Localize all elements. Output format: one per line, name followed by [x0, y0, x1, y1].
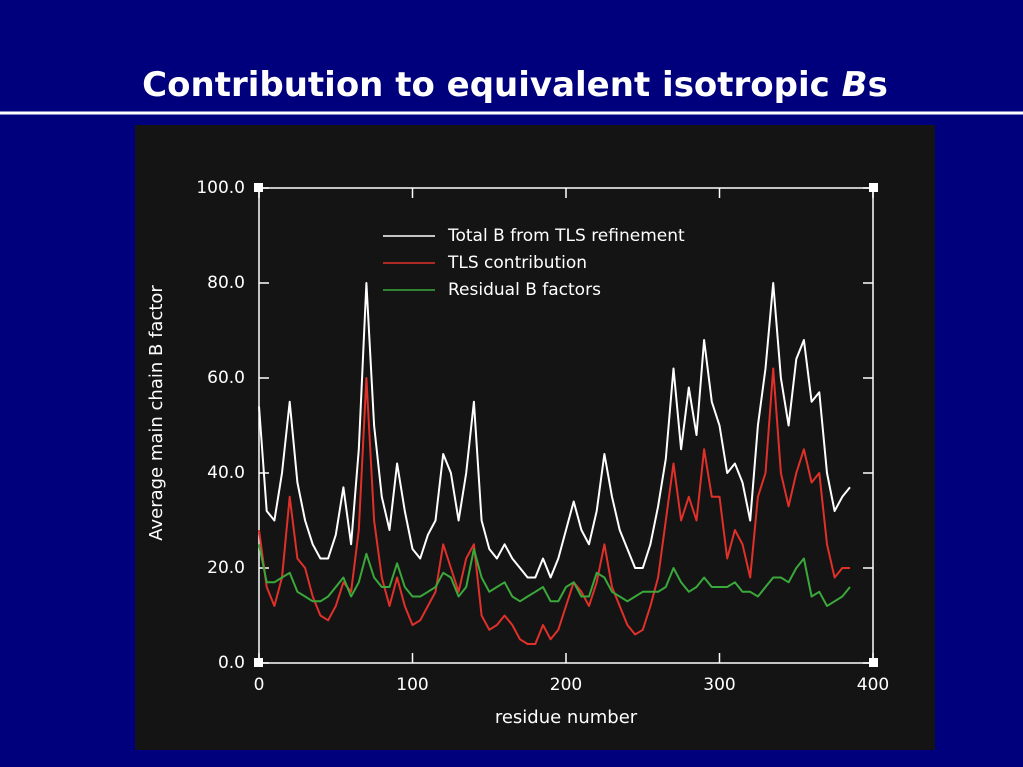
plot: 0 100 200 300 400 0.0 20.0 40.0 60.0 80.0 100.0 Tot… — [196, 178, 889, 695]
x-tick-label: 200 — [550, 675, 582, 695]
series-line — [258, 367, 850, 645]
series-line — [258, 282, 851, 579]
title-part: B — [842, 65, 868, 105]
x-tick-label: 300 — [703, 675, 735, 695]
corner — [869, 183, 878, 192]
y-tick-label: 100.0 — [196, 178, 245, 198]
chart-panel — [135, 125, 935, 750]
title-part: Contribution to equivalent isotropic — [142, 65, 841, 105]
x-tick-label: 0 — [254, 675, 265, 695]
legend-label: Residual B factors — [448, 280, 601, 300]
y-tick-label: 40.0 — [207, 463, 245, 483]
corner — [254, 183, 263, 192]
y-tick-label: 80.0 — [207, 273, 245, 293]
legend-label: Total B from TLS refinement — [447, 226, 685, 246]
y-tick-label: 0.0 — [218, 653, 245, 673]
legend-label: TLS contribution — [447, 253, 587, 273]
x-tick-label: 400 — [857, 675, 889, 695]
title-part: s — [868, 65, 888, 105]
series-line — [258, 544, 851, 607]
y-axis-label: Average main chain B factor — [146, 285, 167, 541]
slide-title: Contribution to equivalent isotropic Bs — [142, 65, 888, 105]
y-tick-label: 20.0 — [207, 558, 245, 578]
x-tick-label: 100 — [396, 675, 428, 695]
x-axis-label: residue number — [495, 707, 638, 728]
y-tick-label: 60.0 — [207, 368, 245, 388]
